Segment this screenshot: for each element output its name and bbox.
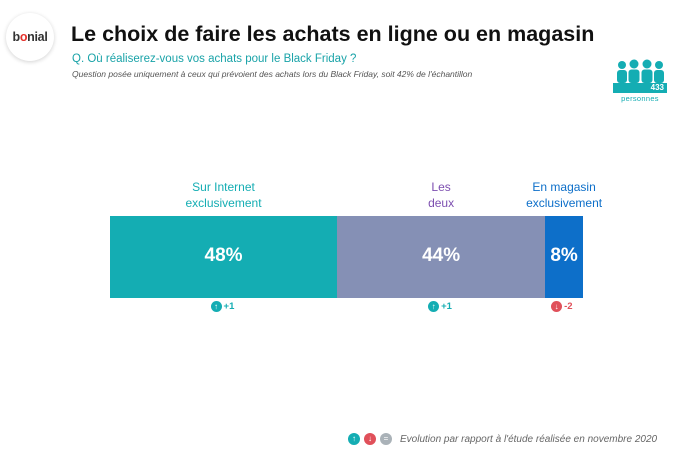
arrow-up-icon: ↑: [428, 301, 440, 312]
people-icon: [617, 59, 664, 83]
bar-segment: [110, 216, 338, 298]
sample-label: personnes: [621, 94, 659, 103]
category-label-line: Les: [431, 180, 451, 194]
sample-note: Question posée uniquement à ceux qui pré…: [72, 69, 473, 79]
category-label-line: En magasin: [532, 180, 596, 194]
bar-value-label: 44%: [422, 245, 461, 266]
equal-icon: =: [380, 433, 392, 445]
arrow-down-icon: ↓: [551, 301, 563, 312]
legend: ↑ ↓ = Evolution par rapport à l'étude ré…: [348, 433, 657, 445]
sample-count: 433: [613, 83, 667, 93]
bar-segment: [545, 216, 583, 298]
arrow-up-icon: ↑: [348, 433, 360, 445]
bar-value-label: 8%: [550, 245, 578, 266]
logo-text: bonial: [12, 30, 48, 44]
change-value: +1: [223, 301, 235, 312]
bar-value-label: 48%: [204, 245, 243, 266]
category-label-line: exclusivement: [526, 196, 603, 210]
category-label-line: deux: [428, 196, 455, 210]
bonial-logo: bonial: [6, 13, 54, 61]
arrow-down-icon: ↓: [364, 433, 376, 445]
category-label-line: Sur Internet: [192, 180, 255, 194]
bar-segment: [337, 216, 546, 298]
category-label-line: exclusivement: [185, 196, 262, 210]
change-indicator: ↓ -2: [551, 301, 573, 312]
change-value: -2: [564, 301, 573, 312]
category-label: Sur Internet exclusivement: [144, 179, 304, 211]
arrow-up-icon: ↑: [210, 301, 222, 312]
legend-text: Evolution par rapport à l'étude réalisée…: [400, 433, 658, 445]
question-text: Q. Où réaliserez-vous vos achats pour le…: [72, 53, 357, 65]
category-label: Les deux: [361, 179, 521, 211]
change-indicator: ↑ +1: [210, 301, 235, 312]
change-indicator: ↑ +1: [428, 301, 452, 312]
category-label: En magasin exclusivement: [484, 179, 644, 211]
change-value: +1: [441, 301, 452, 312]
page-title: Le choix de faire les achats en ligne ou…: [71, 22, 595, 46]
